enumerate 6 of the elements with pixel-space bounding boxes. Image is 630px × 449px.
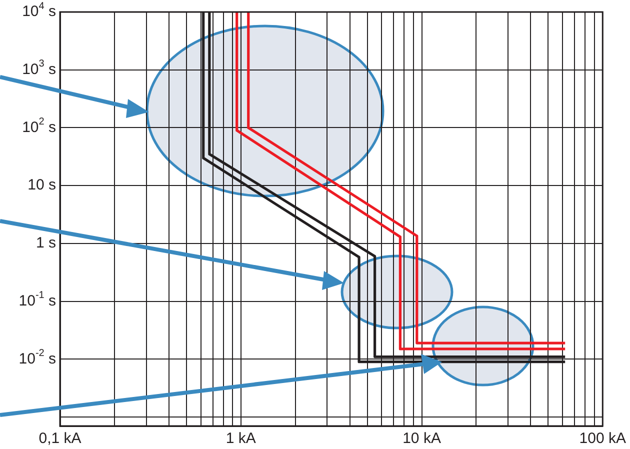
y-tick-label: 1 s [36, 234, 56, 252]
y-tick-label: 10 s [28, 176, 56, 194]
x-tick-label: 0,1 kA [38, 430, 82, 448]
x-tick-label: 10 kA [402, 430, 441, 448]
x-tick-label: 100 kA [579, 430, 626, 448]
x-tick-label: 1 kA [226, 430, 256, 448]
